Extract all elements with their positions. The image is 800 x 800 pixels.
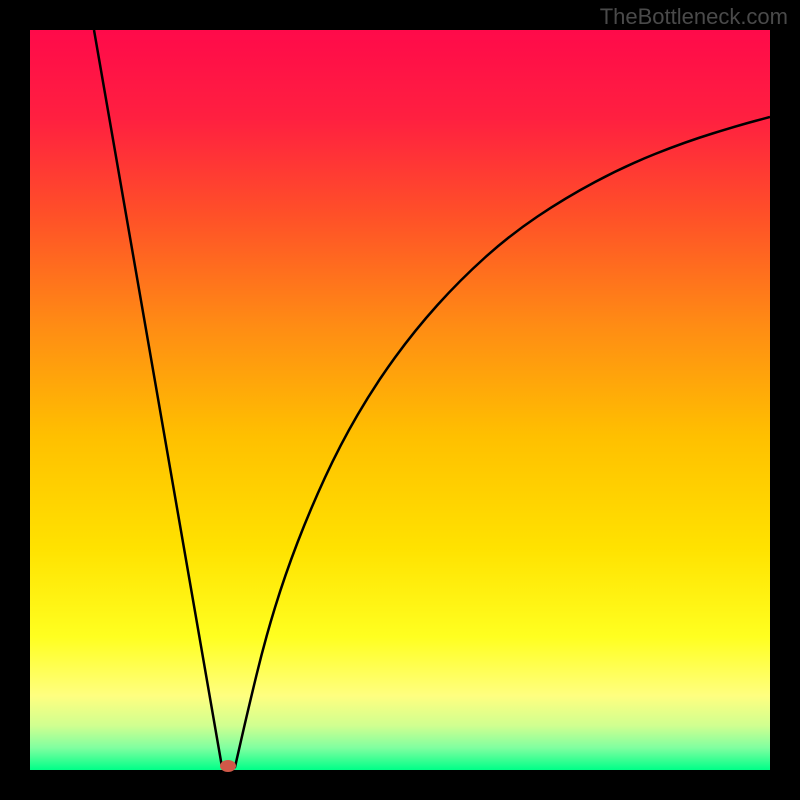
optimal-point-marker (220, 760, 236, 772)
bottleneck-curve (30, 30, 770, 770)
plot-area (30, 30, 770, 770)
watermark-text: TheBottleneck.com (600, 4, 788, 30)
